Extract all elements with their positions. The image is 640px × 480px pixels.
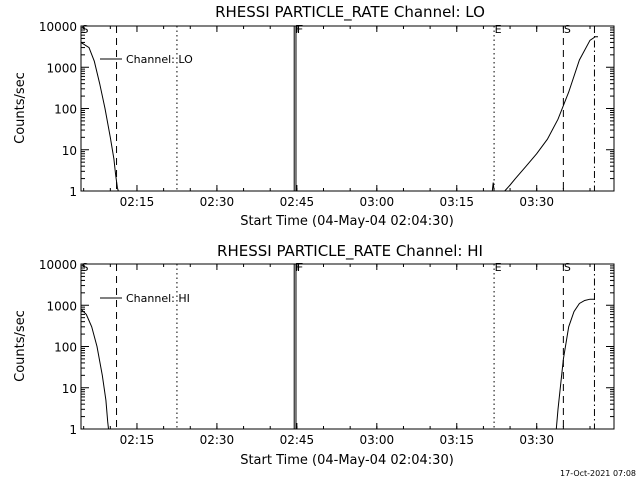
chart-title: RHESSI PARTICLE_RATE Channel: LO (215, 3, 485, 22)
event-markers: SFFES (80, 23, 595, 191)
chart-panel-hi: RHESSI PARTICLE_RATE Channel: HI SFFES 0… (13, 242, 615, 468)
legend-label: Channel: LO (126, 53, 193, 66)
footer-timestamp: 17-Oct-2021 07:08 (560, 469, 636, 478)
x-axis-ticks: 02:15 02:30 02:45 03:00 03:15 03:30 (83, 264, 591, 447)
y-axis-label: Counts/sec (13, 72, 28, 144)
event-marker-label: S (82, 23, 89, 36)
event-marker-label: F (295, 261, 301, 274)
event-marker-label: S (564, 23, 571, 36)
y-axis-label: Counts/sec (13, 310, 28, 382)
x-tick-label: 02:15 (120, 433, 155, 447)
event-marker-label: E (495, 261, 502, 274)
series-line (80, 41, 119, 192)
x-axis-label: Start Time (04-May-04 02:04:30) (240, 453, 454, 468)
y-tick-label: 1 (69, 185, 77, 199)
y-tick-label: 1000 (46, 299, 77, 313)
event-marker-label: S (82, 261, 89, 274)
legend: Channel: LO (100, 53, 193, 66)
event-marker-label: E (495, 23, 502, 36)
legend-label: Channel: HI (126, 292, 190, 305)
x-tick-label: 03:30 (519, 433, 554, 447)
chart-title: RHESSI PARTICLE_RATE Channel: HI (217, 242, 483, 261)
x-axis-label: Start Time (04-May-04 02:04:30) (240, 214, 454, 229)
y-tick-label: 1000 (46, 61, 77, 75)
y-tick-label: 10 (62, 382, 77, 396)
x-axis-ticks: 02:15 02:30 02:45 03:00 03:15 03:30 (83, 26, 591, 209)
event-marker-label: F (297, 23, 303, 36)
y-tick-label: 100 (54, 341, 77, 355)
y-tick-label: 10000 (39, 20, 77, 34)
series-line (504, 36, 598, 192)
x-tick-label: 02:15 (120, 195, 155, 209)
x-tick-label: 02:30 (200, 195, 235, 209)
x-tick-label: 02:45 (280, 433, 315, 447)
plot-frame (80, 25, 615, 192)
chart-panel-lo: RHESSI PARTICLE_RATE Channel: LO SFFES 0… (13, 3, 615, 229)
x-tick-label: 03:15 (439, 195, 474, 209)
series-line (491, 182, 495, 192)
series-group (80, 36, 598, 192)
x-tick-label: 02:45 (280, 195, 315, 209)
event-marker-label: S (564, 261, 571, 274)
y-tick-label: 10000 (39, 258, 77, 272)
event-marker-label: F (297, 261, 303, 274)
x-tick-label: 03:15 (439, 433, 474, 447)
series-group (80, 298, 595, 430)
y-axis-ticks: 1 10 100 1000 10000 (39, 258, 614, 437)
plot-frame (80, 263, 615, 430)
legend: Channel: HI (100, 292, 190, 305)
y-axis-ticks: 1 10 100 1000 10000 (39, 20, 614, 199)
y-tick-label: 100 (54, 103, 77, 117)
event-marker-label: F (295, 23, 301, 36)
x-tick-label: 02:30 (200, 433, 235, 447)
y-tick-label: 10 (62, 144, 77, 158)
y-tick-label: 1 (69, 423, 77, 437)
x-tick-label: 03:00 (360, 433, 395, 447)
series-line (555, 298, 595, 430)
x-tick-label: 03:00 (360, 195, 395, 209)
x-tick-label: 03:30 (519, 195, 554, 209)
event-markers: SFFES (80, 261, 595, 429)
series-line (80, 308, 109, 430)
